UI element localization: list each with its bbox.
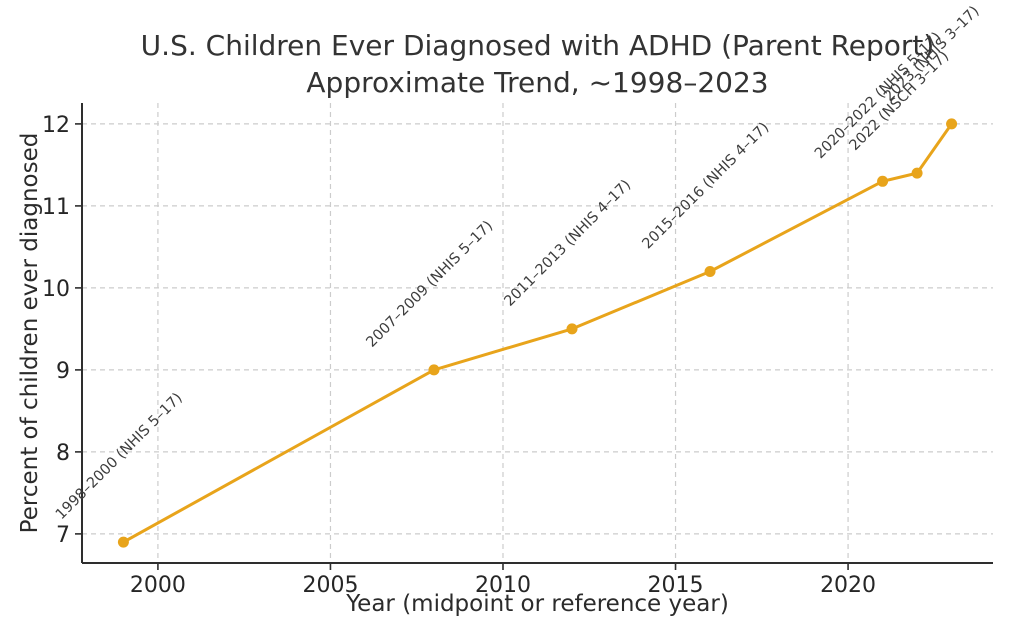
y-tick-label: 7 (56, 523, 70, 548)
x-tick-label: 2020 (820, 573, 876, 598)
chart-title-line2: Approximate Trend, ~1998–2023 (306, 66, 769, 100)
data-point (704, 266, 716, 278)
y-tick-label: 11 (42, 195, 70, 220)
trend-line (121, 122, 954, 544)
x-axis-label: Year (midpoint or reference year) (346, 591, 729, 617)
point-annotation: 2015–2016 (NHIS 4–17) (640, 120, 773, 253)
y-tick-label: 12 (42, 113, 70, 138)
point-annotation: 2023 (NHIS 3–17) (881, 3, 983, 105)
x-tick-label: 2000 (130, 573, 186, 598)
data-point (428, 364, 440, 376)
chart-title: U.S. Children Ever Diagnosed with ADHD (… (82, 27, 993, 101)
x-tick-label: 2015 (648, 573, 704, 598)
x-tick-label: 2010 (475, 573, 531, 598)
y-tick-label: 9 (56, 359, 70, 384)
data-point (117, 536, 129, 548)
x-tick-label: 2005 (302, 573, 358, 598)
data-point (566, 323, 578, 335)
chart-title-line1: U.S. Children Ever Diagnosed with ADHD (… (140, 29, 935, 62)
data-point (946, 118, 958, 130)
data-point (911, 167, 923, 179)
point-annotation: 2011–2013 (NHIS 4–17) (502, 177, 635, 310)
y-tick-label: 8 (56, 441, 70, 466)
point-annotation: 1998–2000 (NHIS 5–17) (53, 390, 186, 523)
y-tick-label: 10 (42, 277, 70, 302)
data-point (877, 175, 889, 187)
point-annotation: 2007–2009 (NHIS 5–17) (363, 218, 496, 351)
